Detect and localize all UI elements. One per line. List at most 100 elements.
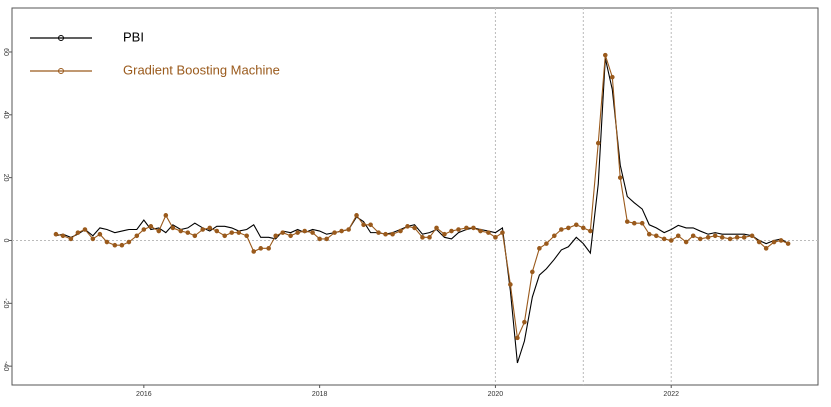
point bbox=[302, 228, 307, 234]
point bbox=[82, 227, 88, 232]
point bbox=[719, 235, 725, 240]
point bbox=[595, 140, 601, 146]
y-tick-label: -40 bbox=[2, 361, 9, 371]
point bbox=[126, 239, 132, 245]
point bbox=[771, 239, 777, 245]
point bbox=[295, 230, 300, 235]
point bbox=[456, 227, 461, 232]
point bbox=[104, 239, 110, 245]
point bbox=[398, 228, 403, 234]
point bbox=[317, 236, 322, 242]
point bbox=[675, 233, 681, 239]
point bbox=[734, 235, 740, 240]
point bbox=[478, 228, 483, 234]
point bbox=[112, 242, 118, 248]
y-tick-label: 0 bbox=[2, 239, 9, 243]
point bbox=[383, 231, 388, 237]
legend-label: Gradient Boosting Machine bbox=[123, 62, 280, 77]
legend-marker bbox=[58, 35, 64, 41]
point bbox=[610, 74, 615, 80]
point bbox=[280, 230, 286, 235]
point bbox=[486, 230, 491, 235]
point bbox=[273, 233, 278, 239]
point bbox=[60, 233, 66, 239]
point bbox=[471, 225, 476, 231]
point bbox=[581, 225, 586, 231]
point bbox=[339, 228, 344, 234]
point bbox=[756, 239, 762, 245]
point bbox=[310, 230, 315, 235]
point bbox=[207, 225, 213, 231]
point bbox=[170, 225, 176, 231]
point bbox=[368, 222, 373, 228]
point bbox=[288, 233, 293, 239]
point bbox=[552, 233, 557, 239]
point bbox=[244, 233, 249, 239]
point bbox=[785, 241, 791, 246]
point bbox=[442, 231, 447, 237]
x-tick-label: 2022 bbox=[663, 391, 679, 398]
point bbox=[741, 235, 747, 240]
point bbox=[639, 220, 645, 226]
point bbox=[427, 235, 432, 240]
point bbox=[683, 239, 689, 245]
point bbox=[449, 228, 454, 234]
point bbox=[705, 235, 711, 240]
point bbox=[222, 233, 228, 239]
point bbox=[97, 231, 103, 237]
point bbox=[522, 319, 527, 325]
y-tick-label: 60 bbox=[2, 48, 9, 56]
point bbox=[624, 219, 630, 224]
point bbox=[727, 236, 733, 242]
point bbox=[653, 233, 659, 239]
legend-marker bbox=[58, 68, 64, 74]
point bbox=[185, 230, 191, 235]
plot-frame bbox=[11, 7, 819, 386]
point bbox=[515, 335, 520, 341]
point bbox=[156, 228, 162, 234]
point bbox=[141, 227, 147, 232]
point bbox=[530, 269, 535, 275]
y-tick-label: 20 bbox=[2, 174, 9, 182]
point bbox=[602, 52, 608, 58]
point bbox=[354, 213, 359, 218]
point bbox=[661, 236, 667, 242]
point bbox=[405, 224, 410, 229]
point bbox=[134, 233, 140, 239]
point bbox=[251, 249, 257, 254]
point bbox=[646, 231, 652, 237]
point bbox=[493, 235, 498, 240]
point bbox=[376, 230, 381, 235]
point bbox=[324, 236, 329, 242]
point bbox=[763, 246, 769, 251]
point bbox=[390, 231, 395, 237]
x-tick-label: 2020 bbox=[488, 391, 504, 398]
point bbox=[346, 227, 351, 232]
point bbox=[434, 225, 439, 231]
point bbox=[500, 230, 505, 235]
point bbox=[163, 213, 169, 218]
point bbox=[420, 235, 425, 240]
point bbox=[573, 222, 579, 228]
x-tick-label: 2018 bbox=[312, 391, 328, 398]
point bbox=[119, 242, 125, 248]
x-tick-label: 2016 bbox=[136, 391, 152, 398]
point bbox=[332, 230, 337, 235]
point bbox=[90, 236, 96, 242]
point bbox=[537, 246, 542, 251]
point bbox=[712, 233, 718, 239]
point bbox=[697, 236, 703, 242]
point bbox=[200, 227, 206, 232]
point bbox=[631, 220, 637, 226]
point bbox=[266, 246, 271, 251]
point bbox=[75, 230, 81, 235]
point bbox=[617, 175, 623, 180]
point bbox=[690, 233, 696, 239]
point bbox=[361, 222, 366, 228]
point bbox=[566, 225, 571, 231]
point bbox=[464, 225, 469, 231]
y-tick-label: -20 bbox=[2, 298, 9, 308]
point bbox=[668, 238, 674, 243]
series-line bbox=[55, 58, 789, 364]
